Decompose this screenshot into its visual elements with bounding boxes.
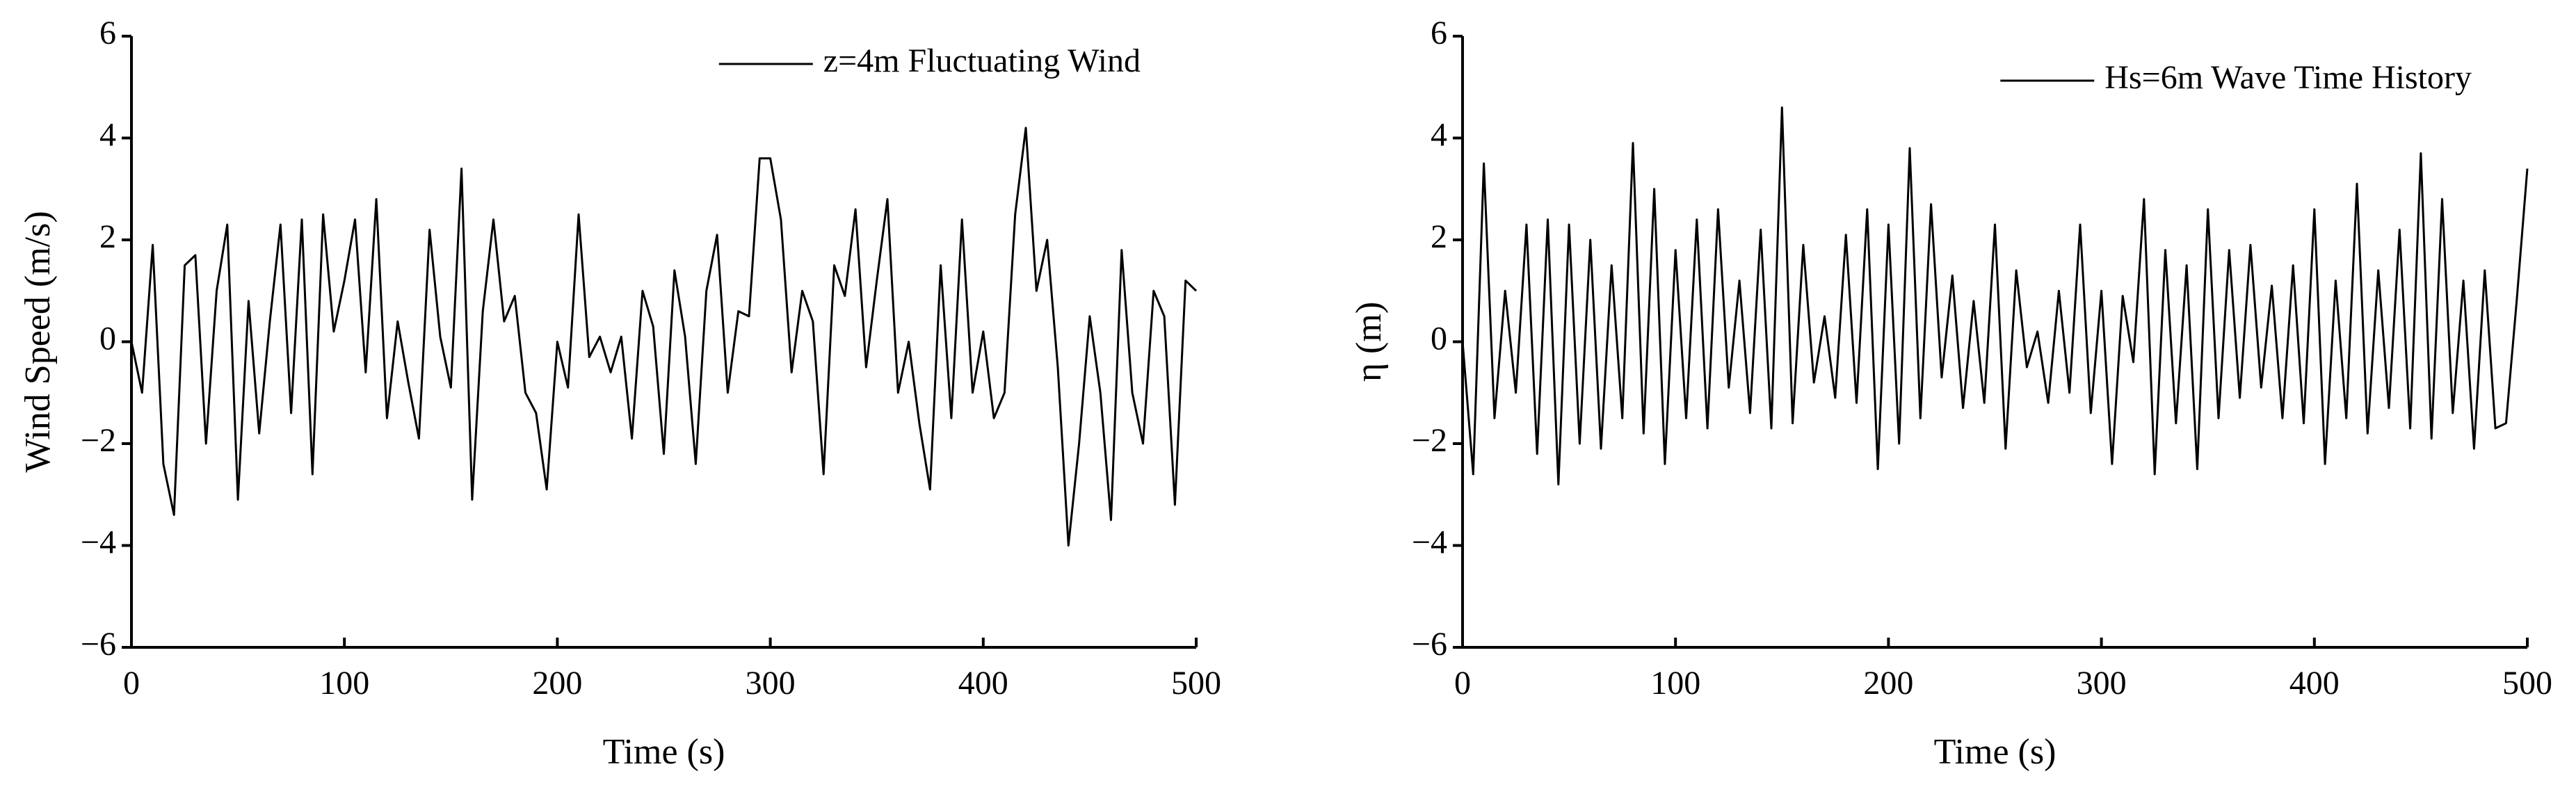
series-line	[130, 127, 1198, 547]
y-tick-label: −2	[1412, 422, 1447, 459]
x-tick-label: 200	[532, 665, 582, 702]
y-tick-label: −2	[81, 422, 116, 459]
legend-label: Hs=6m Wave Time History	[2104, 59, 2472, 96]
y-axis-label: η (m)	[1349, 302, 1389, 382]
y-tick-label: −6	[81, 626, 116, 663]
y-tick-label: −4	[81, 524, 116, 561]
y-tick-label: 6	[1431, 15, 1447, 51]
x-tick-label: 100	[1650, 665, 1700, 702]
y-tick-label: −4	[1412, 524, 1447, 561]
y-tick-label: 4	[1431, 117, 1447, 154]
x-tick-label: 400	[958, 665, 1008, 702]
x-tick-label: 200	[1863, 665, 1913, 702]
x-tick-label: 300	[2077, 665, 2127, 702]
x-tick-label: 300	[746, 665, 796, 702]
x-tick-label: 500	[2502, 665, 2552, 702]
y-tick-label: 6	[99, 15, 116, 51]
y-tick-label: 2	[99, 218, 116, 255]
y-tick-label: 0	[99, 321, 116, 357]
x-tick-label: 0	[1454, 665, 1471, 702]
x-tick-label: 500	[1171, 665, 1221, 702]
x-tick-label: 0	[123, 665, 140, 702]
series-line	[1461, 106, 2529, 486]
y-tick-label: 0	[1431, 321, 1447, 357]
x-tick-label: 400	[2289, 665, 2340, 702]
y-tick-label: 4	[99, 117, 116, 154]
y-tick-label: −6	[1412, 626, 1447, 663]
x-axis-label: Time (s)	[1934, 732, 2056, 772]
legend-label: z=4m Fluctuating Wind	[823, 42, 1141, 79]
x-tick-label: 100	[319, 665, 369, 702]
y-axis-label: Wind Speed (m/s)	[18, 211, 58, 472]
x-axis-label: Time (s)	[603, 732, 725, 772]
y-tick-label: 2	[1431, 218, 1447, 255]
